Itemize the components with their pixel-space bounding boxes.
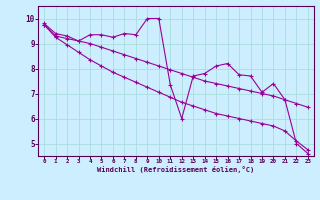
X-axis label: Windchill (Refroidissement éolien,°C): Windchill (Refroidissement éolien,°C) [97,166,255,173]
